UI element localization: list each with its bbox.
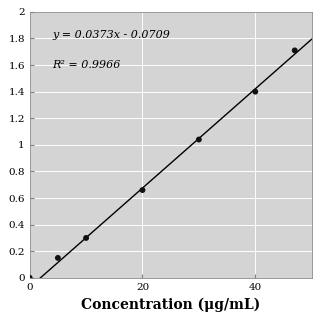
Point xyxy=(292,48,297,53)
Point xyxy=(140,188,145,193)
Text: R² = 0.9966: R² = 0.9966 xyxy=(52,60,121,70)
Point xyxy=(27,275,32,280)
Point xyxy=(196,137,201,142)
Text: y = 0.0373x - 0.0709: y = 0.0373x - 0.0709 xyxy=(52,30,170,40)
Point xyxy=(84,236,89,241)
Point xyxy=(55,255,60,260)
X-axis label: Concentration (μg/mL): Concentration (μg/mL) xyxy=(81,297,260,312)
Point xyxy=(253,89,258,94)
